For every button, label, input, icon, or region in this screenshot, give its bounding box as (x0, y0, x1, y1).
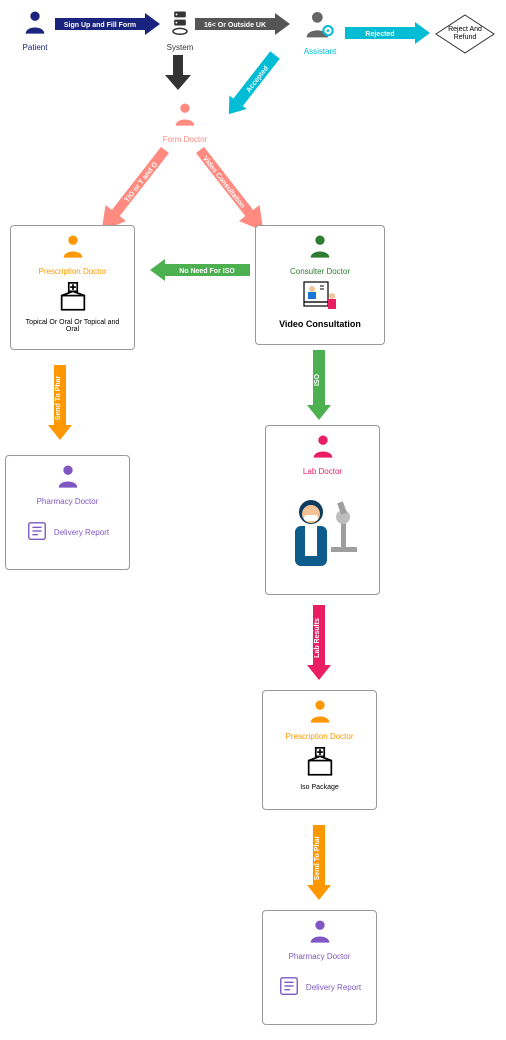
reject-refund-text: Reject AndRefund (448, 26, 482, 41)
person-icon (306, 697, 334, 725)
system-label: System (160, 43, 200, 52)
prescription-doctor-2-label: Prescription Doctor (263, 732, 376, 741)
assistant-node: Assistant (295, 8, 345, 56)
report-icon (278, 975, 300, 997)
reject-refund-node: Reject AndRefund (435, 14, 495, 54)
lab-scientist-icon (283, 482, 363, 572)
pharmacy-doctor-1-sub: Delivery Report (54, 528, 109, 537)
patient-label: Patient (15, 43, 55, 52)
patient-node: Patient (15, 8, 55, 52)
pharmacy-doctor-2-label: Pharmacy Doctor (263, 952, 376, 961)
svg-text:Lab Results: Lab Results (314, 618, 321, 658)
arrow-labresults: Lab Results (307, 605, 331, 680)
form-doctor-node: Form Doctor (160, 100, 210, 144)
prescription-doctor-1-label: Prescription Doctor (11, 267, 134, 276)
person-icon (309, 432, 337, 460)
lab-doctor-box: Lab Doctor (265, 425, 380, 595)
arrow-iso: ISO (307, 350, 331, 420)
person-icon (306, 232, 334, 260)
svg-text:Send To Phar: Send To Phar (314, 835, 321, 880)
pharmacy-doctor-1-box: Pharmacy Doctor Delivery Report (5, 455, 130, 570)
arrow-accepted: Accepted (220, 48, 284, 121)
prescription-doctor-1-sub: Topical Or Oral Or Topical and Oral (11, 319, 134, 333)
form-doctor-label: Form Doctor (160, 135, 210, 144)
svg-text:16< Or Outside UK: 16< Or Outside UK (204, 22, 266, 29)
arrow-sendphar2: Send To Phar (307, 825, 331, 900)
person-icon (21, 8, 49, 36)
person-icon (59, 232, 87, 260)
prescription-doctor-2-box: Prescription Doctor Iso Package (262, 690, 377, 810)
arrow-noneediso: No Need For ISO (150, 259, 250, 281)
medicine-box-icon (56, 280, 90, 314)
system-node: System (160, 8, 200, 52)
pharmacy-doctor-2-box: Pharmacy Doctor Delivery Report (262, 910, 377, 1025)
consulter-doctor-sub: Video Consultation (256, 319, 384, 329)
assistant-icon (304, 8, 336, 40)
svg-text:Video Consultation: Video Consultation (201, 155, 246, 209)
svg-text:ISO: ISO (314, 373, 321, 386)
pharmacy-doctor-2-sub: Delivery Report (306, 983, 361, 992)
consulter-doctor-box: Consulter Doctor Video Consultation (255, 225, 385, 345)
lab-doctor-label: Lab Doctor (266, 467, 379, 476)
report-icon (26, 520, 48, 542)
arrow-sendphar1: Send To Phar (48, 365, 72, 440)
svg-text:T/O or T and O: T/O or T and O (124, 161, 160, 204)
pharmacy-doctor-1-label: Pharmacy Doctor (6, 497, 129, 506)
arrow-signup: Sign Up and Fill Form (55, 13, 160, 35)
server-icon (166, 8, 194, 36)
medicine-box-icon (303, 745, 337, 779)
svg-text:Send To Phar: Send To Phar (55, 375, 62, 420)
arrow-age: 16< Or Outside UK (195, 13, 290, 35)
person-icon (306, 917, 334, 945)
svg-text:Rejected: Rejected (365, 31, 394, 38)
video-consult-icon (300, 278, 340, 314)
assistant-label: Assistant (295, 47, 345, 56)
prescription-doctor-2-sub: Iso Package (263, 784, 376, 791)
prescription-doctor-1-box: Prescription Doctor Topical Or Oral Or T… (10, 225, 135, 350)
svg-text:Accepted: Accepted (245, 65, 270, 94)
svg-text:No Need For ISO: No Need For ISO (179, 268, 235, 275)
consulter-doctor-label: Consulter Doctor (256, 267, 384, 276)
arrow-rejected: Rejected (345, 22, 430, 44)
person-icon (171, 100, 199, 128)
arrow-system-down (165, 55, 191, 90)
person-icon (54, 462, 82, 490)
svg-text:Sign Up and Fill Form: Sign Up and Fill Form (64, 22, 136, 29)
